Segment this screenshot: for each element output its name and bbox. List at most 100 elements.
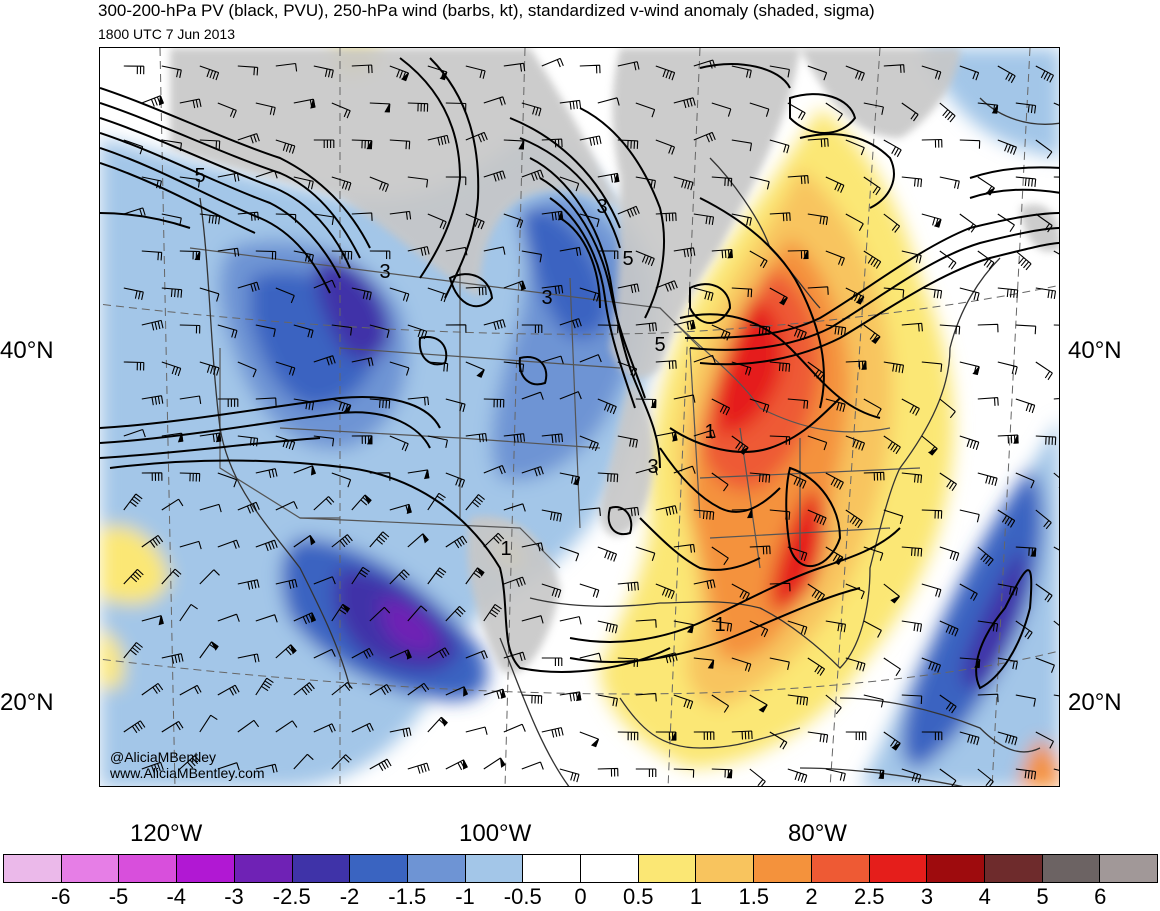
wind-barb-pennant — [309, 535, 316, 546]
wind-barb — [921, 287, 943, 299]
wind-barb-pennant — [557, 211, 564, 221]
wind-barb — [217, 684, 240, 696]
wind-barb — [237, 653, 260, 663]
wind-barb — [655, 505, 678, 516]
wind-barb — [407, 762, 430, 774]
wind-barb — [445, 472, 466, 488]
wind-barb — [123, 493, 143, 511]
wind-barb — [749, 102, 770, 117]
colorbar-tick-label: 1 — [689, 884, 703, 909]
wind-barb — [369, 176, 389, 193]
wind-barb — [1015, 176, 1037, 187]
wind-barb — [787, 398, 809, 409]
wind-barb-pennant — [985, 187, 995, 196]
wind-barb-pennant — [215, 432, 222, 443]
wind-barb — [331, 681, 353, 696]
anomaly-shading — [100, 48, 1059, 786]
wind-barb-pennant — [406, 504, 412, 514]
wind-barb — [673, 465, 696, 474]
wind-barb — [579, 213, 600, 228]
wind-barb-pennant — [424, 469, 430, 480]
wind-barb — [749, 324, 771, 336]
wind-barb — [123, 642, 143, 659]
pv-label: 3 — [541, 287, 552, 309]
wind-barb — [217, 102, 237, 119]
wind-barb-pennant — [500, 689, 506, 699]
wind-barb — [787, 324, 807, 341]
wind-barb — [369, 531, 390, 548]
wind-barb — [559, 318, 582, 329]
wind-barb — [977, 620, 999, 632]
wind-barb — [1015, 472, 1035, 489]
wind-barb — [427, 492, 446, 511]
map-canvas: 5 3 3 3 5 5 3 1 1 1 — [100, 48, 1059, 786]
wind-barb — [275, 62, 298, 72]
wind-barb — [483, 319, 506, 331]
colorbar-swatch — [119, 855, 178, 882]
land-neutral — [170, 48, 1059, 674]
wind-barb — [597, 546, 618, 562]
wind-barb — [655, 280, 678, 292]
colorbar-tick-label: -6 — [50, 884, 71, 909]
wind-barb — [141, 682, 164, 696]
wind-barb — [579, 507, 601, 516]
colorbar-tick-label: 0 — [574, 884, 587, 909]
wind-barb — [445, 535, 468, 549]
wind-barb — [123, 720, 146, 734]
colorbar-tick-label: 6 — [1094, 884, 1107, 909]
graticule — [100, 48, 1059, 786]
wind-barb — [369, 472, 391, 481]
pv-label: 5 — [654, 334, 665, 356]
wind-barb — [179, 540, 202, 550]
wind-barb — [503, 213, 524, 229]
wind-barb-pennant — [400, 72, 410, 82]
latitude-label-20n-left: 20°N — [0, 689, 54, 716]
wind-barb — [825, 102, 843, 122]
wind-barb — [161, 653, 184, 664]
wind-barb-pennant — [891, 742, 901, 751]
wind-barb — [541, 657, 563, 666]
wind-barb-pennant — [687, 624, 694, 634]
wind-barb — [997, 731, 1018, 746]
wind-barb — [483, 170, 506, 182]
wind-barb — [1053, 546, 1059, 551]
wind-barb — [939, 546, 960, 561]
wind-barb — [977, 472, 998, 487]
wind-barb — [465, 131, 488, 143]
wind-barb — [161, 287, 183, 298]
wind-barb — [255, 614, 278, 623]
wind-barb — [255, 397, 277, 406]
colorbar-swatch — [984, 855, 1043, 882]
wind-barb — [807, 65, 828, 81]
wind-barb — [731, 583, 750, 601]
wind-barb — [749, 768, 766, 786]
wind-barb — [389, 287, 410, 302]
wind-barb — [635, 619, 657, 628]
wind-barb — [863, 546, 884, 561]
wind-barb — [427, 435, 448, 448]
credit-handle: @AliciaMBentley — [110, 749, 217, 765]
wind-barb — [731, 730, 753, 740]
wind-barb — [483, 603, 502, 622]
wind-barb-pennant — [739, 447, 749, 455]
wind-barb — [351, 287, 372, 301]
wind-barb — [711, 472, 729, 492]
wind-barb — [617, 205, 640, 218]
colorbar-swatch — [465, 855, 524, 882]
wind-barb — [217, 613, 240, 622]
wind-barb — [313, 279, 336, 289]
wind-barb — [275, 578, 298, 589]
wind-barb — [787, 175, 809, 185]
wind-barb — [445, 324, 467, 333]
wind-barb-pennant — [476, 567, 485, 577]
wind-barb — [1053, 250, 1059, 255]
wind-barb — [313, 355, 336, 366]
wind-barb — [673, 176, 694, 191]
wind-barb-pennant — [778, 297, 788, 306]
wind-barb — [293, 250, 314, 263]
wind-barb — [977, 768, 994, 786]
wind-barb — [655, 139, 676, 155]
wind-barb — [787, 102, 806, 121]
wind-barb — [465, 65, 486, 79]
colorbar-swatch — [234, 855, 293, 882]
